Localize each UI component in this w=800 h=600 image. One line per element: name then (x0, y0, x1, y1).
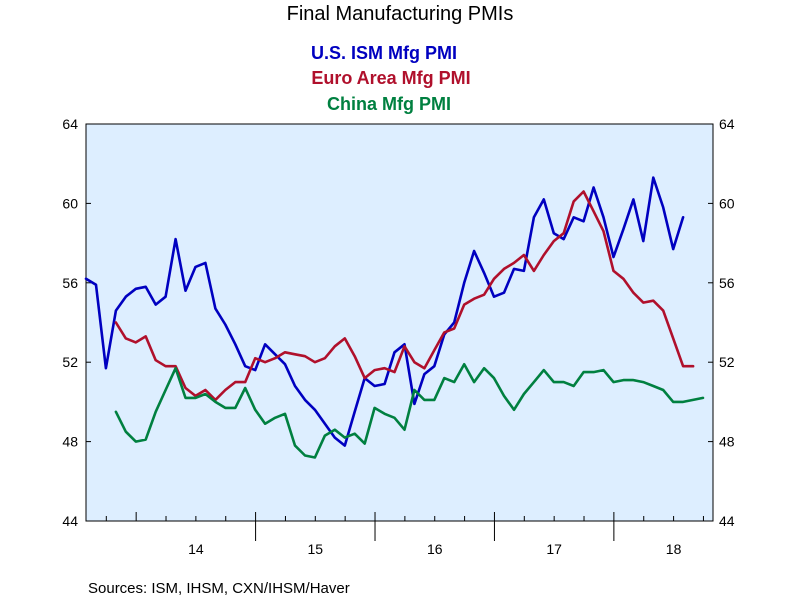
chart-title: Final Manufacturing PMIs (287, 3, 514, 25)
series-layer (84, 176, 705, 459)
x-tick-label-17: 17 (546, 541, 562, 557)
y-tick-label-right-52: 52 (719, 354, 735, 370)
plot-area (85, 123, 714, 522)
x-tick-label-15: 15 (308, 541, 324, 557)
legend-entry-china: China Mfg PMI (327, 94, 451, 114)
source-note: Sources: ISM, IHSM, CXN/IHSM/Haver (88, 580, 350, 597)
y-tick-label-left-48: 48 (62, 434, 78, 450)
x-tick-label-16: 16 (427, 541, 443, 557)
legend-entry-us-ism: U.S. ISM Mfg PMI (311, 43, 457, 63)
legend-entry-euro-area: Euro Area Mfg PMI (311, 68, 470, 88)
y-tick-label-left-52: 52 (62, 354, 78, 370)
y-tick-label-left-44: 44 (62, 513, 78, 529)
y-tick-label-left-64: 64 (62, 116, 78, 132)
series-line-euro-area (114, 190, 695, 402)
x-tick-label-14: 14 (188, 541, 204, 557)
y-tick-label-right-56: 56 (719, 275, 735, 291)
y-tick-label-right-64: 64 (719, 116, 735, 132)
y-tick-label-left-56: 56 (62, 275, 78, 291)
y-tick-label-left-60: 60 (62, 195, 78, 211)
y-tick-label-right-48: 48 (719, 434, 735, 450)
axes-layer: 44 44 48 48 52 52 56 56 60 60 64 64 14 15 16 17 18 (62, 116, 734, 557)
y-tick-label-right-44: 44 (719, 513, 735, 529)
y-tick-label-right-60: 60 (719, 195, 735, 211)
x-tick-label-18: 18 (666, 541, 682, 557)
series-line-china (114, 362, 705, 459)
series-line-us-ism (84, 176, 685, 447)
